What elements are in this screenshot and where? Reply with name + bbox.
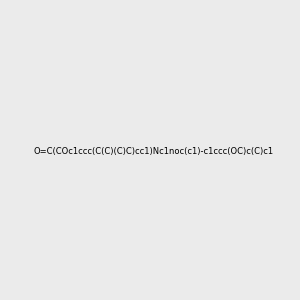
Text: O=C(COc1ccc(C(C)(C)C)cc1)Nc1noc(c1)-c1ccc(OC)c(C)c1: O=C(COc1ccc(C(C)(C)C)cc1)Nc1noc(c1)-c1cc… — [34, 147, 274, 156]
